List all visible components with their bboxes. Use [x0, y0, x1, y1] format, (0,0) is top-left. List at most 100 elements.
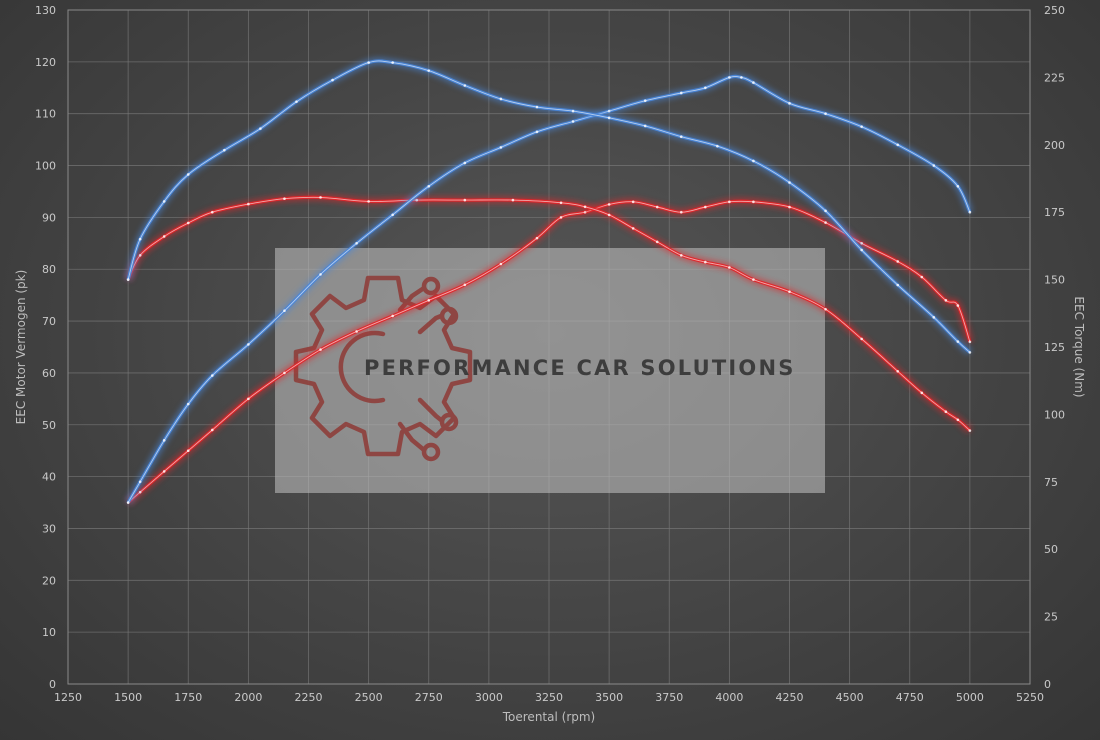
data-point: [920, 391, 924, 395]
data-point: [211, 210, 214, 214]
data-point: [138, 490, 142, 494]
data-point: [186, 402, 190, 406]
x-tick-label: 3250: [535, 691, 563, 704]
x-tick-label: 4000: [715, 691, 743, 704]
data-point: [162, 439, 166, 442]
data-point: [162, 200, 166, 203]
tick-labels: 1250 1500 1750 2000 2250 2500 2750 3000 3250 3500…: [35, 4, 1065, 704]
data-point: [956, 304, 960, 307]
left-tick-label: 120: [35, 56, 56, 69]
data-point: [788, 205, 791, 209]
left-tick-label: 90: [42, 211, 56, 224]
data-point: [896, 260, 900, 263]
data-point: [247, 343, 250, 346]
right-tick-label: 50: [1044, 543, 1058, 556]
data-point: [728, 76, 731, 79]
series-stock-right: [124, 193, 973, 434]
data-point: [824, 221, 827, 224]
data-point: [162, 470, 166, 473]
right-tick-label: 175: [1044, 206, 1065, 219]
x-tick-label: 2250: [295, 691, 323, 704]
watermark-text: PERFORMANCE CAR SOLUTIONS: [364, 356, 796, 380]
data-point: [631, 227, 635, 230]
left-tick-label: 0: [49, 678, 56, 691]
data-point: [186, 449, 190, 452]
data-point: [283, 197, 286, 201]
data-point: [932, 164, 936, 167]
data-point: [704, 205, 707, 209]
data-point: [896, 143, 900, 147]
x-tick-label: 2500: [355, 691, 383, 704]
data-point: [956, 340, 960, 343]
x-tick-label: 4250: [776, 691, 804, 704]
data-point: [679, 135, 683, 139]
series-lines: [124, 57, 974, 506]
data-point: [788, 181, 791, 184]
data-point: [704, 260, 707, 264]
right-tick-label: 75: [1044, 476, 1058, 489]
x-tick-label: 5250: [1016, 691, 1044, 704]
x-tick-label: 3750: [655, 691, 683, 704]
data-point: [427, 299, 431, 302]
data-point: [463, 84, 467, 87]
left-tick-label: 110: [35, 108, 56, 121]
data-point: [571, 109, 575, 113]
data-point: [896, 283, 900, 287]
data-point: [655, 240, 659, 244]
x-tick-label: 1250: [54, 691, 82, 704]
plot-frame: [67, 9, 1031, 685]
data-point: [223, 148, 226, 152]
data-point: [956, 184, 960, 188]
right-tick-label: 150: [1044, 274, 1065, 287]
data-point: [860, 125, 863, 128]
data-point: [295, 100, 298, 103]
data-point: [499, 262, 503, 266]
x-tick-label: 4500: [836, 691, 864, 704]
data-point: [367, 61, 370, 64]
data-point: [427, 184, 431, 188]
data-point: [463, 161, 467, 165]
data-point: [571, 120, 575, 123]
data-point: [535, 236, 539, 240]
data-point: [968, 210, 972, 214]
data-point: [427, 69, 431, 72]
data-point: [499, 146, 503, 149]
data-point: [607, 109, 611, 113]
data-point: [138, 254, 142, 257]
data-point: [355, 242, 358, 245]
data-point: [631, 200, 635, 204]
x-tick-label: 1500: [114, 691, 142, 704]
data-point: [944, 299, 948, 302]
data-point: [211, 374, 214, 377]
right-tick-label: 0: [1044, 678, 1051, 691]
data-point: [162, 235, 166, 238]
left-tick-label: 50: [42, 419, 56, 432]
data-point: [679, 254, 683, 257]
data-point: [319, 348, 322, 351]
right-tick-label: 100: [1044, 408, 1065, 421]
left-tick-label: 100: [35, 160, 56, 173]
data-point: [463, 198, 467, 202]
data-point: [247, 202, 250, 206]
data-point: [920, 275, 924, 279]
data-point: [824, 112, 827, 115]
right-tick-label: 25: [1044, 611, 1058, 624]
right-tick-label: 225: [1044, 71, 1065, 84]
data-point: [211, 428, 214, 432]
x-tick-label: 4750: [896, 691, 924, 704]
watermark: PERFORMANCE CAR SOLUTIONS: [275, 248, 825, 493]
data-point: [186, 221, 190, 225]
data-point: [824, 307, 827, 311]
data-point: [259, 127, 262, 130]
data-point: [752, 159, 755, 163]
data-point: [788, 290, 791, 294]
data-point: [728, 200, 731, 204]
series-tuned-left: [125, 72, 974, 505]
x-tick-label: 2000: [234, 691, 262, 704]
data-point: [679, 210, 683, 214]
left-tick-label: 60: [42, 367, 56, 380]
data-point: [283, 309, 286, 313]
data-point: [968, 351, 972, 354]
data-point: [728, 266, 731, 269]
